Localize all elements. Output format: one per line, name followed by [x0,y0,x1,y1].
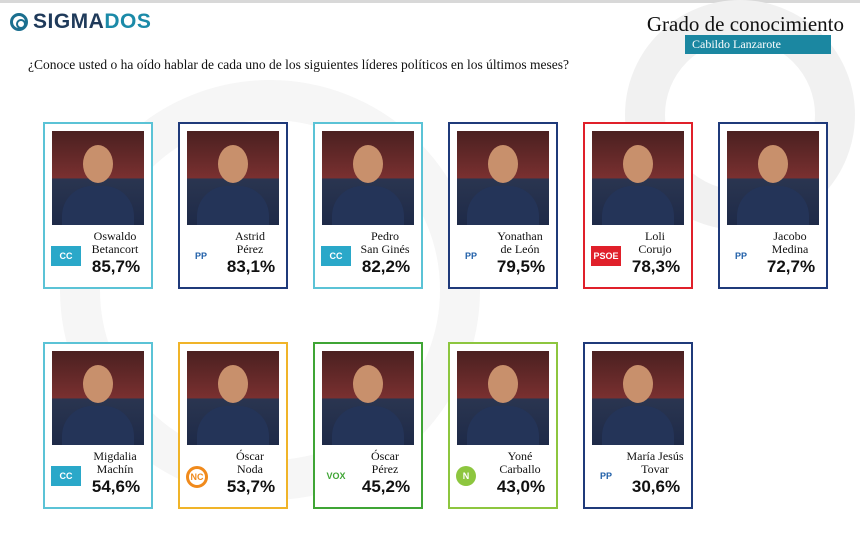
party-logo-icon: PSOE [591,246,621,266]
name-line1: Loli [645,229,665,243]
subtitle-badge: Cabildo Lanzarote [685,35,831,54]
party-logo-icon: PP [591,466,621,486]
name-line1: Yoné [507,449,533,463]
leader-photo [187,351,279,445]
recognition-percent: 82,2% [361,257,411,276]
name-line1: Migdalia [93,449,137,463]
recognition-percent: 53,7% [226,477,276,496]
top-border [0,0,860,3]
name-line2: Tovar [641,462,669,476]
leader-card: PSOE Loli Corujo 78,3% [583,122,693,289]
leader-photo [322,351,414,445]
leader-name: Astrid Pérez [216,230,284,256]
recognition-percent: 54,6% [91,477,141,496]
party-logo-icon: N [456,466,476,486]
name-line2: Pérez [236,242,264,256]
leader-photo [592,131,684,225]
name-line1: Óscar [371,449,399,463]
sigmados-logo-icon [10,13,28,31]
name-line2: Pérez [371,462,399,476]
leader-card: PP Astrid Pérez 83,1% [178,122,288,289]
name-line1: Pedro [371,229,399,243]
party-logo-icon: CC [321,246,351,266]
leader-name: Jacobo Medina [756,230,824,256]
leader-photo [457,131,549,225]
sigmados-logo: SIGMA DOS [10,10,151,34]
leader-photo [52,131,144,225]
leader-name: Loli Corujo [621,230,689,256]
party-logo-icon: CC [51,466,81,486]
leader-name: Pedro San Ginés [351,230,419,256]
brand-name-part1: SIGMA [33,10,105,33]
party-logo-icon: CC [51,246,81,266]
recognition-percent: 72,7% [766,257,816,276]
leader-name: Yoné Carballo [486,450,554,476]
recognition-percent: 79,5% [496,257,546,276]
name-line1: Oswaldo [93,229,137,243]
party-logo-icon: VOX [321,466,351,486]
recognition-percent: 43,0% [496,477,546,496]
leader-card: CC Migdalia Machín 54,6% [43,342,153,509]
leader-name: Oswaldo Betancort [81,230,149,256]
leader-card: PP María Jesús Tovar 30,6% [583,342,693,509]
name-line1: Astrid [235,229,265,243]
leader-name: Yonathan de León [486,230,554,256]
leader-card: PP Jacobo Medina 72,7% [718,122,828,289]
leader-photo [52,351,144,445]
recognition-percent: 78,3% [631,257,681,276]
party-logo-icon: NC [186,466,208,488]
leader-card: CC Pedro San Ginés 82,2% [313,122,423,289]
leader-photo [727,131,819,225]
name-line1: Óscar [236,449,264,463]
recognition-percent: 85,7% [91,257,141,276]
leader-photo [457,351,549,445]
leader-card: VOX Óscar Pérez 45,2% [313,342,423,509]
leader-name: Óscar Pérez [351,450,419,476]
recognition-percent: 83,1% [226,257,276,276]
leader-card: N Yoné Carballo 43,0% [448,342,558,509]
recognition-percent: 30,6% [631,477,681,496]
leader-name: Migdalia Machín [81,450,149,476]
leader-card: CC Oswaldo Betancort 85,7% [43,122,153,289]
name-line2: Carballo [499,462,541,476]
name-line1: María Jesús [626,449,684,463]
name-line2: Betancort [91,242,139,256]
brand-name-part2: DOS [104,10,152,33]
party-logo-icon: PP [726,246,756,266]
name-line2: Noda [237,462,263,476]
leader-card: NC Óscar Noda 53,7% [178,342,288,509]
survey-question: ¿Conoce usted o ha oído hablar de cada u… [28,57,570,72]
party-logo-icon: PP [186,246,216,266]
leader-photo [322,131,414,225]
name-line2: Medina [771,242,809,256]
page-title: Grado de conocimiento [646,12,844,36]
name-line2: Machín [96,462,134,476]
name-line2: Corujo [638,242,672,256]
name-line2: de León [500,242,540,256]
name-line1: Yonathan [497,229,543,243]
leader-name: María Jesús Tovar [621,450,689,476]
recognition-percent: 45,2% [361,477,411,496]
party-logo-icon: PP [456,246,486,266]
name-line1: Jacobo [773,229,807,243]
leader-card: PP Yonathan de León 79,5% [448,122,558,289]
name-line2: San Ginés [360,242,410,256]
leader-photo [187,131,279,225]
leader-photo [592,351,684,445]
leader-name: Óscar Noda [216,450,284,476]
